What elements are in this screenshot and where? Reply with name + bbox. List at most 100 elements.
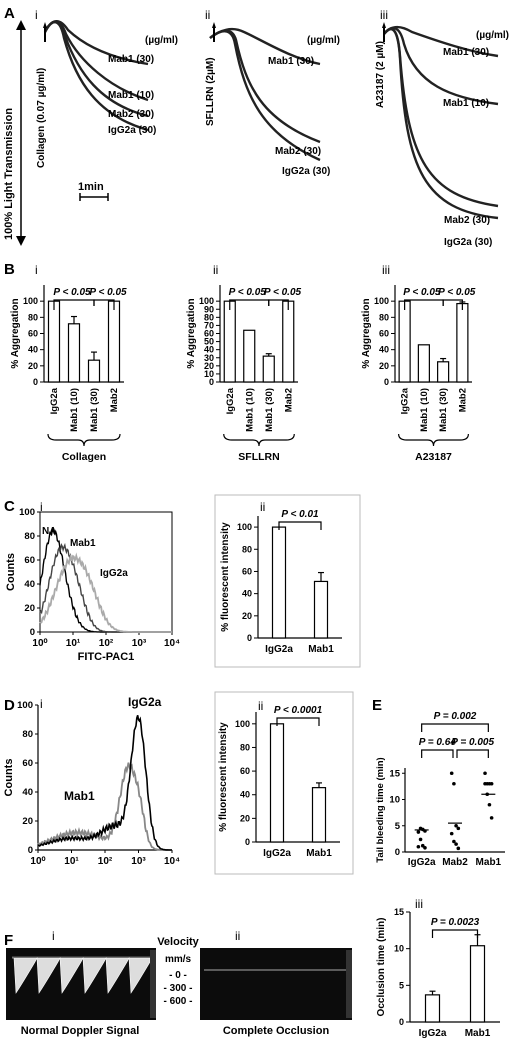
ci-ytick-label-2: 40 xyxy=(24,579,35,590)
e-point-1-0 xyxy=(449,771,454,776)
bii-bar-1 xyxy=(243,329,256,383)
a-i-unit: (µg/ml) xyxy=(145,35,178,46)
a-iii-label-0: Mab1 (30) xyxy=(443,47,489,58)
doppler-image-occlusion xyxy=(200,948,352,1020)
a-i-label-0: Mab1 (30) xyxy=(108,54,154,65)
e-point-1-2 xyxy=(454,823,458,828)
biii-xtick-label-2: Mab1 (30) xyxy=(438,388,449,432)
doppler-waveform xyxy=(12,956,151,994)
dii-bar-0 xyxy=(269,723,285,843)
bii-pvalue-0: P < 0.05 xyxy=(229,287,267,298)
cii-ytick-label-4: 80 xyxy=(242,544,252,554)
ci-xlabel: FITC-PAC1 xyxy=(78,651,135,663)
ci-ytick-label-0: 0 xyxy=(30,627,35,638)
e-point-2-3 xyxy=(489,781,494,786)
e-point-0-7 xyxy=(423,846,427,850)
bar-chart-b-i: 0 20 40 60 80 100% Aggregation IgG2a Mab1 (10) M… xyxy=(10,285,127,463)
ci-ytick-label-5: 100 xyxy=(19,507,35,518)
bi-pvalue-0: P < 0.05 xyxy=(53,287,91,298)
bii-ytick-label-8: 80 xyxy=(204,312,214,322)
biii-bar-3 xyxy=(456,302,469,383)
bii-ytick-label-10: 100 xyxy=(199,296,214,306)
sublabel-f-ii: ii xyxy=(235,929,240,943)
e-point-2-4 xyxy=(483,781,487,786)
histogram-c-i: 0 20 40 60 80 100 10⁰ 10¹ 10² 10³ 10⁴ Counts FITC-PA… xyxy=(5,507,180,663)
e-xtick-label-0: IgG2a xyxy=(408,857,436,868)
cii-bar-0 xyxy=(271,526,287,639)
cii-pvalue-0: P < 0.01 xyxy=(281,509,319,520)
a-ii-label-1: Mab2 (30) xyxy=(275,146,321,157)
a-i-agonist-arrow-head xyxy=(43,22,47,28)
a-iii-trace-igg2a-30 xyxy=(383,28,499,220)
a-iii-label-2: Mab2 (30) xyxy=(444,215,490,226)
doppler-i-scale-strip xyxy=(150,950,156,1018)
panel-label-b: B xyxy=(4,261,15,278)
bi-xtick-label-3: Mab2 xyxy=(109,388,120,412)
bi-ytick-label-3: 60 xyxy=(28,329,38,339)
cii-ylabel: % fluorescent intensity xyxy=(220,522,231,632)
velocity-unit: mm/s xyxy=(165,954,192,965)
e-point-1-7 xyxy=(456,846,461,851)
di-ytick-label-4: 80 xyxy=(22,729,33,740)
doppler-caption-normal: Normal Doppler Signal xyxy=(21,1025,140,1037)
e-ytick-label-2: 10 xyxy=(389,795,400,806)
e-bracket-1 xyxy=(421,749,454,758)
histogram-d-i: 0 20 40 60 80 100 10⁰ 10¹ 10² 10³ 10⁴ Counts IgG2a Ma… xyxy=(3,695,180,867)
a-ii-trace-mab2-30 xyxy=(209,29,321,144)
bii-ytick-label-3: 30 xyxy=(204,353,214,363)
a-ylabel: 100% Light Transmission xyxy=(3,108,15,240)
e-ylabel: Tail bleeding time (min) xyxy=(375,757,386,862)
bi-xtick-label-0: IgG2a xyxy=(49,387,60,414)
dii-ytick-label-3: 60 xyxy=(240,766,250,776)
bii-ytick-label-7: 70 xyxy=(204,320,214,330)
sublabel-f-i: i xyxy=(52,929,55,943)
e-point-0-4 xyxy=(416,830,421,834)
fiii-xtick-label-1: Mab1 xyxy=(465,1028,491,1039)
bi-xtick-label-1: Mab1 (10) xyxy=(69,388,80,432)
a-iii-trace-mab1-10 xyxy=(383,26,499,106)
di-series-label-0: IgG2a xyxy=(128,695,162,709)
cii-ytick-label-1: 20 xyxy=(242,611,252,621)
a-i-label-1: Mab1 (10) xyxy=(108,90,154,101)
dii-xtick-label-0: IgG2a xyxy=(263,848,291,859)
velocity-tick-600: - 600 - xyxy=(164,996,193,1007)
fiii-bracket-0 xyxy=(431,929,479,938)
doppler-ii-scale-strip xyxy=(346,950,352,1018)
cii-xtick-label-0: IgG2a xyxy=(265,644,293,655)
dii-ytick-label-2: 40 xyxy=(240,790,250,800)
ci-xtick-label-2: 10² xyxy=(99,638,114,649)
bii-xtick-label-2: Mab1 (30) xyxy=(264,388,275,432)
sublabel-c-i: i xyxy=(40,500,43,514)
biii-xtick-label-3: Mab2 xyxy=(457,388,468,412)
e-bracket-2 xyxy=(456,749,489,758)
biii-pvalue-0: P < 0.05 xyxy=(403,287,441,298)
bii-ytick-label-1: 10 xyxy=(204,369,214,379)
bi-bar-0 xyxy=(47,300,61,383)
bii-bar-0 xyxy=(223,300,236,383)
cii-ytick-label-3: 60 xyxy=(242,566,252,576)
bi-bar-1 xyxy=(67,323,81,383)
bi-bracket-right xyxy=(93,299,115,310)
bii-ylabel: % Aggregation xyxy=(186,298,197,368)
fiii-bar-1 xyxy=(469,945,486,1023)
dii-ytick-label-0: 0 xyxy=(245,837,250,847)
dii-bracket-0 xyxy=(276,717,320,726)
cii-bar-1 xyxy=(313,580,329,639)
fiii-ylabel: Occlusion time (min) xyxy=(376,918,387,1017)
c-ii-frame xyxy=(214,494,361,668)
cii-xtick-label-1: Mab1 xyxy=(308,644,334,655)
di-xtick-label-4: 10⁴ xyxy=(164,856,180,867)
a-ii-label-2: IgG2a (30) xyxy=(282,166,330,177)
panel-label-a: A xyxy=(4,5,15,22)
biii-bar-1 xyxy=(417,344,430,383)
a-i-traces xyxy=(43,20,149,132)
bii-ytick-label-5: 50 xyxy=(204,337,214,347)
e-ytick-label-3: 15 xyxy=(389,768,400,779)
a-ii-unit: (µg/ml) xyxy=(307,35,340,46)
e-pvalue-2: P = 0.005 xyxy=(451,737,494,748)
biii-ytick-label-1: 20 xyxy=(379,361,389,371)
e-point-2-0 xyxy=(483,771,487,776)
a-ii-agonist-label: SFLLRN (2µM) xyxy=(205,57,216,126)
